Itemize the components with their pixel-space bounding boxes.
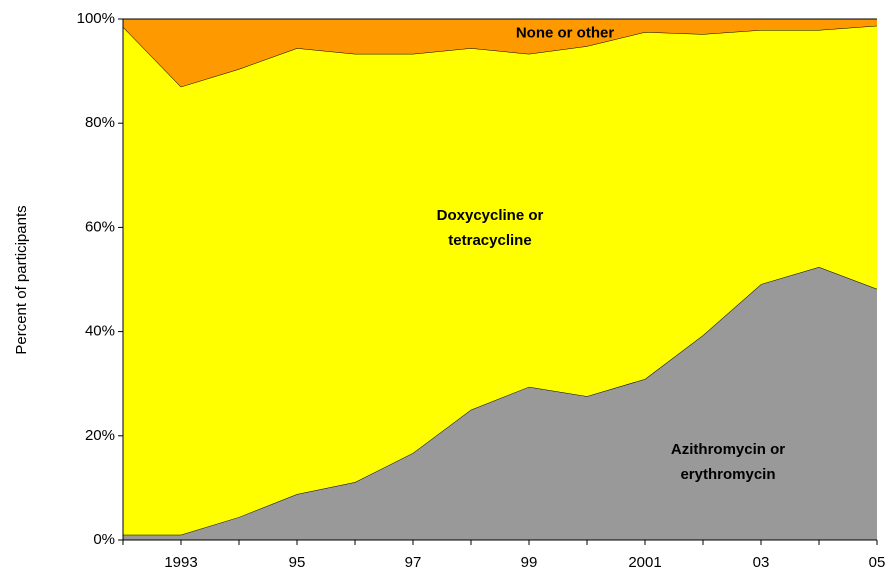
y-tick-label: 0% [93, 531, 115, 548]
area-label: Doxycycline or tetracycline [436, 207, 544, 249]
y-tick-label: 100% [77, 10, 115, 27]
x-tick-label: 2001 [628, 554, 661, 571]
area-label: None or other [515, 24, 615, 42]
y-tick-label: 80% [85, 114, 115, 131]
y-tick-label: 20% [85, 427, 115, 444]
x-tick-label: 03 [753, 554, 770, 571]
area [123, 25, 877, 535]
x-tick-label: 1993 [164, 554, 197, 571]
y-tick-label: 40% [85, 323, 115, 340]
area [123, 266, 877, 540]
area [123, 19, 877, 87]
x-tick-label: 99 [521, 554, 538, 571]
x-tick-label: 05 [869, 554, 886, 571]
x-tick-label: 95 [289, 554, 306, 571]
area-label: Azithromycin or erythromycin [670, 441, 786, 483]
y-axis-label: Percent of participants [13, 205, 30, 354]
y-tick-label: 60% [85, 218, 115, 235]
x-tick-label: 97 [405, 554, 422, 571]
